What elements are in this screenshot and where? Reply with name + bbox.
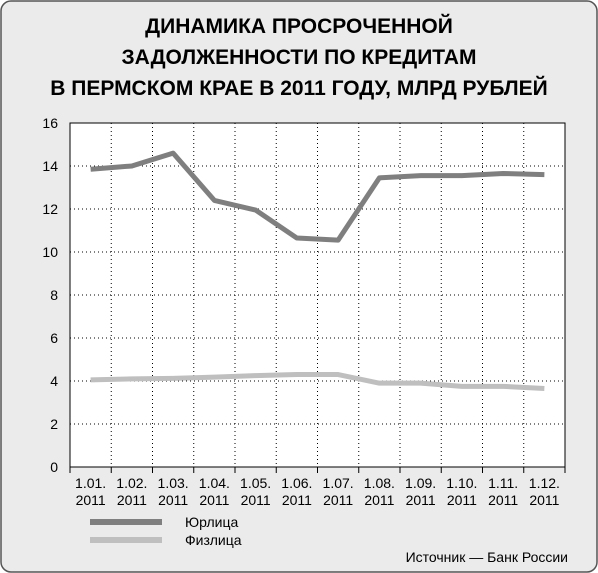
x-tick-label: 1.03. 2011: [158, 475, 189, 508]
y-tick-label: 0: [50, 459, 58, 475]
x-tick-label: 1.11. 2011: [488, 475, 518, 508]
source: Источник — Банк России: [406, 549, 568, 565]
x-tick-label: 1.09. 2011: [405, 475, 436, 508]
x-tick-label: 1.10. 2011: [446, 475, 477, 508]
x-tick-label: 1.02. 2011: [116, 475, 147, 508]
x-tick-label: 1.07. 2011: [323, 475, 354, 508]
y-tick-label: 2: [50, 416, 58, 432]
x-tick-label: 1.05. 2011: [240, 475, 271, 508]
y-tick-label: 10: [42, 244, 58, 260]
x-tick-label: 1.12. 2011: [529, 475, 560, 508]
x-tick-label: 1.04. 2011: [199, 475, 230, 508]
y-tick-label: 14: [42, 158, 58, 174]
legend-label: Юрлица: [185, 514, 238, 530]
series-line: [90, 372, 545, 392]
y-tick-label: 16: [42, 115, 58, 131]
y-tick-label: 12: [42, 201, 58, 217]
x-tick-label: 1.06. 2011: [281, 475, 312, 508]
legend-label: Физлица: [185, 532, 242, 548]
y-tick-label: 8: [50, 287, 58, 303]
series-line: [90, 150, 545, 243]
chart-title: ДИНАМИКА ПРОСРОЧЕННОЙ ЗАДОЛЖЕННОСТИ ПО КР…: [50, 14, 548, 100]
plot-frame: [69, 122, 566, 468]
y-tick-label: 4: [50, 373, 58, 389]
x-tick-label: 1.08. 2011: [364, 475, 395, 508]
y-tick-label: 6: [50, 330, 58, 346]
x-tick-label: 1.01. 2011: [75, 475, 106, 508]
